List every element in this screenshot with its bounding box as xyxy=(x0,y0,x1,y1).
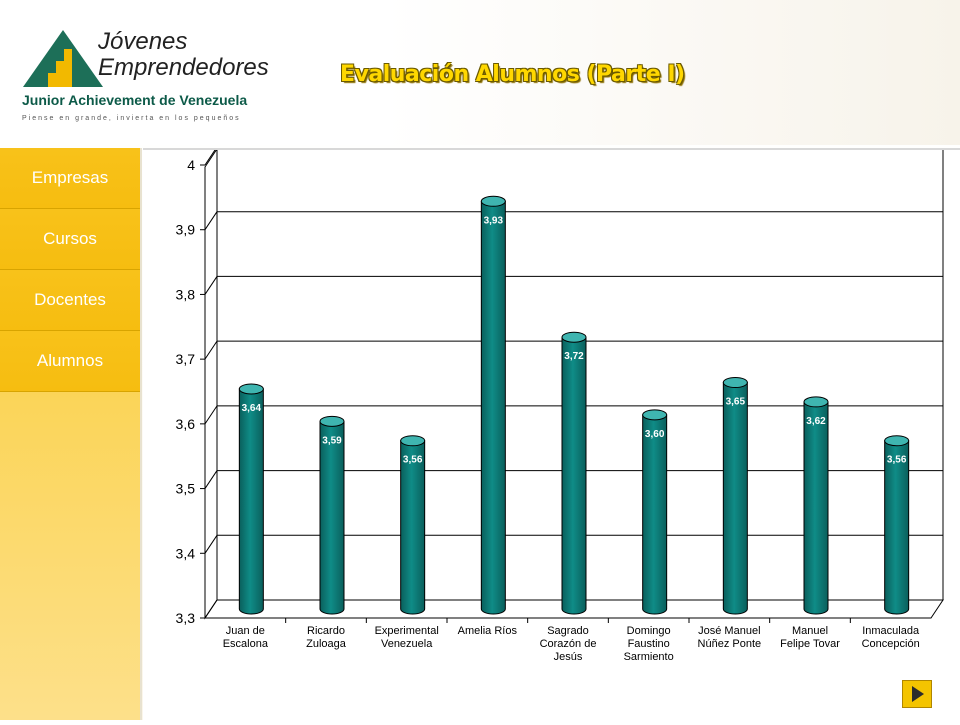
gridline-side xyxy=(204,146,218,166)
data-label: 3,56 xyxy=(403,455,423,466)
gridline-side xyxy=(204,405,218,425)
x-tick-label: Inmaculada xyxy=(862,625,920,637)
bar-top xyxy=(400,435,426,447)
bar-top xyxy=(561,331,587,343)
bar xyxy=(722,382,748,615)
bar-top xyxy=(238,383,264,395)
y-tick-label: 3,8 xyxy=(176,286,196,302)
logo-line1: Jóvenes xyxy=(97,28,187,55)
header-band xyxy=(0,0,960,145)
logo-line2: Emprendedores xyxy=(98,54,269,81)
chart-frame: 3,3 3,4 3,5 3,6 3,7 3,8 3,9 4 3,64 Juan de Escalon… xyxy=(143,146,960,722)
logo-org: Junior Achievement de Venezuela xyxy=(22,92,247,108)
bar-top xyxy=(319,415,345,427)
logo-steps-icon xyxy=(48,49,72,87)
x-tick-label: Corazón de xyxy=(540,638,597,650)
next-slide-button[interactable] xyxy=(902,680,932,708)
data-label: 3,60 xyxy=(645,429,665,440)
sidebar-item-label: Empresas xyxy=(31,168,109,187)
sidebar-item-label: Cursos xyxy=(43,229,97,248)
data-label: 3,93 xyxy=(484,215,504,226)
y-tick-label: 3,6 xyxy=(176,416,196,432)
x-tick-label: Sarmiento xyxy=(624,651,674,663)
gridline-side xyxy=(204,340,218,360)
y-tick-label: 4 xyxy=(187,157,195,173)
bar xyxy=(561,336,587,615)
gridline-side xyxy=(204,211,218,230)
bar xyxy=(642,414,668,615)
x-tick-label: Juan de xyxy=(226,625,265,637)
play-arrow-icon xyxy=(912,686,924,702)
x-tick-label: Felipe Tovar xyxy=(780,638,840,650)
bar xyxy=(238,388,264,615)
bar-top xyxy=(642,409,668,421)
sidebar-item-alumnos[interactable]: Alumnos xyxy=(0,331,140,392)
data-label: 3,72 xyxy=(564,351,584,362)
y-tick-label: 3,5 xyxy=(176,481,196,497)
logo-tagline: Piense en grande, invierta en los pequeñ… xyxy=(22,115,241,122)
sidebar: Empresas Cursos Docentes Alumnos xyxy=(0,148,142,720)
gridline-side xyxy=(204,535,218,554)
x-tick-label: Venezuela xyxy=(381,638,433,650)
bar xyxy=(803,401,829,615)
x-tick-label: Núñez Ponte xyxy=(698,638,762,650)
x-tick-label: Amelia Ríos xyxy=(458,625,518,637)
bar xyxy=(400,440,426,615)
logo: Jóvenes Emprendedores Junior Achievement… xyxy=(22,28,269,122)
x-tick-label: Ricardo xyxy=(307,625,345,637)
gridline-side xyxy=(204,470,218,489)
logo-triangle-icon xyxy=(23,30,103,87)
gridline-side xyxy=(204,276,218,295)
x-tick-label: Manuel xyxy=(792,625,828,637)
y-tick-label: 3,7 xyxy=(176,351,196,367)
bar-top xyxy=(803,396,829,408)
bar xyxy=(884,440,910,615)
sidebar-item-empresas[interactable]: Empresas xyxy=(0,148,140,209)
x-tick-label: Escalona xyxy=(223,638,269,650)
x-tick-label: Zuloaga xyxy=(306,638,347,650)
bar-chart: 3,3 3,4 3,5 3,6 3,7 3,8 3,9 4 3,64 Juan deEscalon… xyxy=(176,146,944,663)
x-tick-label: Experimental xyxy=(375,625,439,637)
x-tick-label: José Manuel xyxy=(698,625,760,637)
bar xyxy=(480,200,506,615)
data-label: 3,65 xyxy=(726,397,746,408)
x-tick-label: Domingo xyxy=(627,625,671,637)
data-label: 3,56 xyxy=(887,455,907,466)
x-tick-label: Jesús xyxy=(554,651,583,663)
x-tick-label: Sagrado xyxy=(547,625,589,637)
data-label: 3,59 xyxy=(322,435,342,446)
sidebar-item-docentes[interactable]: Docentes xyxy=(0,270,140,331)
data-label: 3,62 xyxy=(806,416,826,427)
bar-top xyxy=(884,435,910,447)
bar xyxy=(319,420,345,615)
sidebar-item-cursos[interactable]: Cursos xyxy=(0,209,140,270)
x-tick-label: Concepción xyxy=(862,638,920,650)
sidebar-item-label: Alumnos xyxy=(36,351,104,370)
x-tick-label: Faustino xyxy=(628,638,670,650)
bar-top xyxy=(480,195,506,207)
gridline-side xyxy=(204,599,218,619)
y-tick-label: 3,9 xyxy=(176,222,196,238)
page-title: Evaluación Alumnos (Parte I) xyxy=(340,62,685,87)
y-tick-label: 3,3 xyxy=(176,610,196,626)
data-label: 3,64 xyxy=(242,403,262,414)
bar-top xyxy=(722,377,748,388)
y-tick-label: 3,4 xyxy=(176,545,196,561)
sidebar-item-label: Docentes xyxy=(34,290,106,309)
